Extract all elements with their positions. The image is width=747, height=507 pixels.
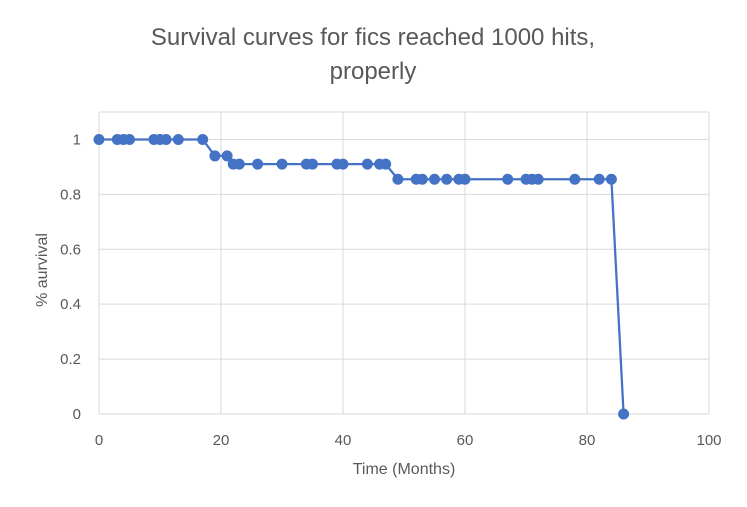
x-tick-label: 0 [95, 432, 103, 449]
data-point [209, 150, 221, 162]
data-point [337, 158, 349, 170]
data-point [361, 158, 373, 170]
y-tick-label: 0.8 [60, 186, 81, 203]
y-tick-label: 1 [73, 131, 81, 148]
x-tick-label: 60 [457, 432, 474, 449]
data-point [197, 133, 209, 145]
data-point [172, 133, 184, 145]
data-point [416, 173, 428, 185]
x-tick-label: 20 [213, 432, 230, 449]
y-axis-title: % aurvival [34, 233, 51, 307]
data-point [93, 133, 105, 145]
series-line [99, 138, 625, 415]
data-point [392, 173, 404, 185]
data-point [160, 133, 172, 145]
x-tick-label: 100 [696, 432, 721, 449]
data-point [459, 173, 471, 185]
gridlines [98, 111, 710, 415]
x-axis-tick-labels: 0 20 40 60 80 100 [95, 432, 722, 449]
x-axis-title: Time (Months) [353, 461, 456, 478]
y-tick-label: 0.2 [60, 351, 81, 368]
data-point [618, 408, 630, 420]
chart-title-line-1: Survival curves for fics reached 1000 hi… [151, 24, 595, 51]
x-tick-label: 40 [335, 432, 352, 449]
data-point [593, 173, 605, 185]
data-point [307, 158, 318, 170]
y-axis-tick-labels: 0 0.2 0.4 0.6 0.8 1 [60, 131, 81, 423]
data-point [532, 173, 544, 185]
data-point [380, 158, 392, 170]
series-group [93, 133, 630, 420]
data-point [221, 150, 233, 162]
data-point [569, 173, 581, 185]
data-point [276, 158, 288, 170]
data-point [429, 173, 440, 185]
chart-title: Survival curves for fics reached 1000 hi… [151, 24, 595, 85]
y-tick-label: 0 [73, 406, 81, 423]
data-point [124, 133, 135, 145]
data-point [502, 173, 514, 185]
y-tick-label: 0.6 [60, 241, 81, 258]
y-tick-label: 0.4 [60, 296, 81, 313]
x-tick-label: 80 [579, 432, 596, 449]
data-point [605, 173, 617, 185]
data-point [252, 158, 264, 170]
chart-title-line-2: properly [330, 58, 417, 85]
data-point [441, 173, 453, 185]
data-point [233, 158, 245, 170]
